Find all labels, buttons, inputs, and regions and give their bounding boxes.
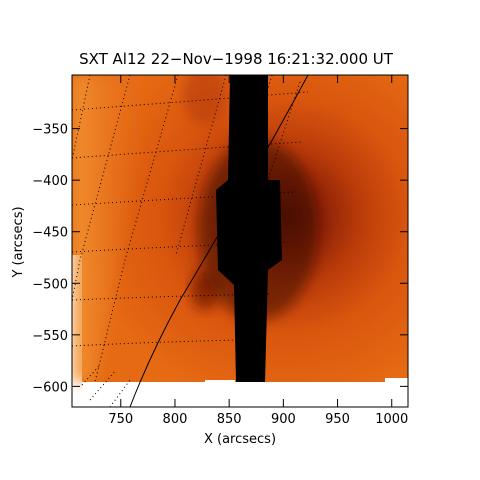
- x-tick-label-2: 850: [217, 412, 242, 427]
- solar-limb: [129, 75, 309, 407]
- y-tick-label-1: −400: [32, 174, 68, 189]
- y-tick-label-0: −350: [32, 123, 68, 138]
- y-tick-label-5: −600: [32, 380, 68, 395]
- x-tick-label-3: 900: [271, 412, 296, 427]
- xray-image: [72, 75, 408, 407]
- x-tick-label-1: 800: [163, 412, 188, 427]
- plot-frame: [71, 74, 409, 408]
- y-tick-label-3: −500: [32, 277, 68, 292]
- x-axis-label: X (arcsecs): [204, 432, 276, 447]
- x-axis: 750 800 850 900 950 1000: [108, 75, 408, 427]
- x-tick-label-4: 950: [325, 412, 350, 427]
- y-axis: −350 −400 −450 −500 −550 −600: [32, 123, 408, 395]
- plot-title: SXT Al12 22−Nov−1998 16:21:32.000 UT: [79, 50, 394, 68]
- y-tick-label-2: −450: [32, 226, 68, 241]
- y-axis-label: Y (arcsecs): [11, 206, 26, 278]
- x-tick-label-0: 750: [108, 412, 133, 427]
- y-tick-label-4: −550: [32, 329, 68, 344]
- heliographic-grid: [72, 75, 309, 407]
- x-tick-label-5: 1000: [375, 412, 408, 427]
